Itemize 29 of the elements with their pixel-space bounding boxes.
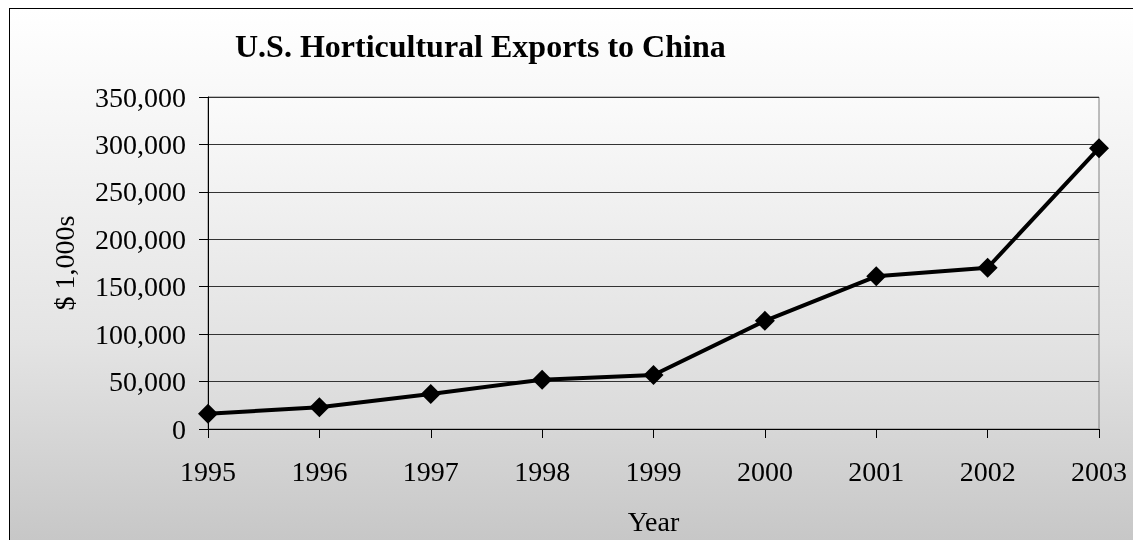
point <box>309 397 330 418</box>
x-tick-label: 1996 <box>291 455 348 487</box>
x-tick-label: 2001 <box>848 455 905 487</box>
y-tick-label: 100,000 <box>95 318 186 350</box>
point <box>866 266 887 287</box>
point <box>1089 138 1109 159</box>
y-tick-label: 350,000 <box>95 81 186 113</box>
y-tick-label: 150,000 <box>95 271 186 303</box>
y-tick-label: 0 <box>172 413 186 445</box>
point <box>977 257 998 278</box>
x-tick-label: 1999 <box>625 455 682 487</box>
x-tick-label: 2002 <box>959 455 1016 487</box>
y-tick-label: 200,000 <box>95 223 186 255</box>
y-axis-title: $ 1,000s <box>48 215 80 311</box>
point <box>754 310 775 331</box>
point <box>198 403 218 424</box>
x-tick-label: 1995 <box>180 455 236 487</box>
point <box>532 369 553 390</box>
point <box>643 364 664 385</box>
y-tick-label: 250,000 <box>95 176 186 208</box>
point <box>420 383 441 404</box>
x-tick-label: 2003 <box>1071 455 1127 487</box>
x-tick-label: 1998 <box>514 455 571 487</box>
chart-title: U.S. Horticultural Exports to China <box>235 28 726 64</box>
x-tick-label: 1997 <box>402 455 459 487</box>
x-axis-title: Year <box>627 505 680 537</box>
x-tick-label: 2000 <box>736 455 793 487</box>
y-tick-label: 300,000 <box>95 128 186 160</box>
y-tick-label: 50,000 <box>109 366 186 398</box>
